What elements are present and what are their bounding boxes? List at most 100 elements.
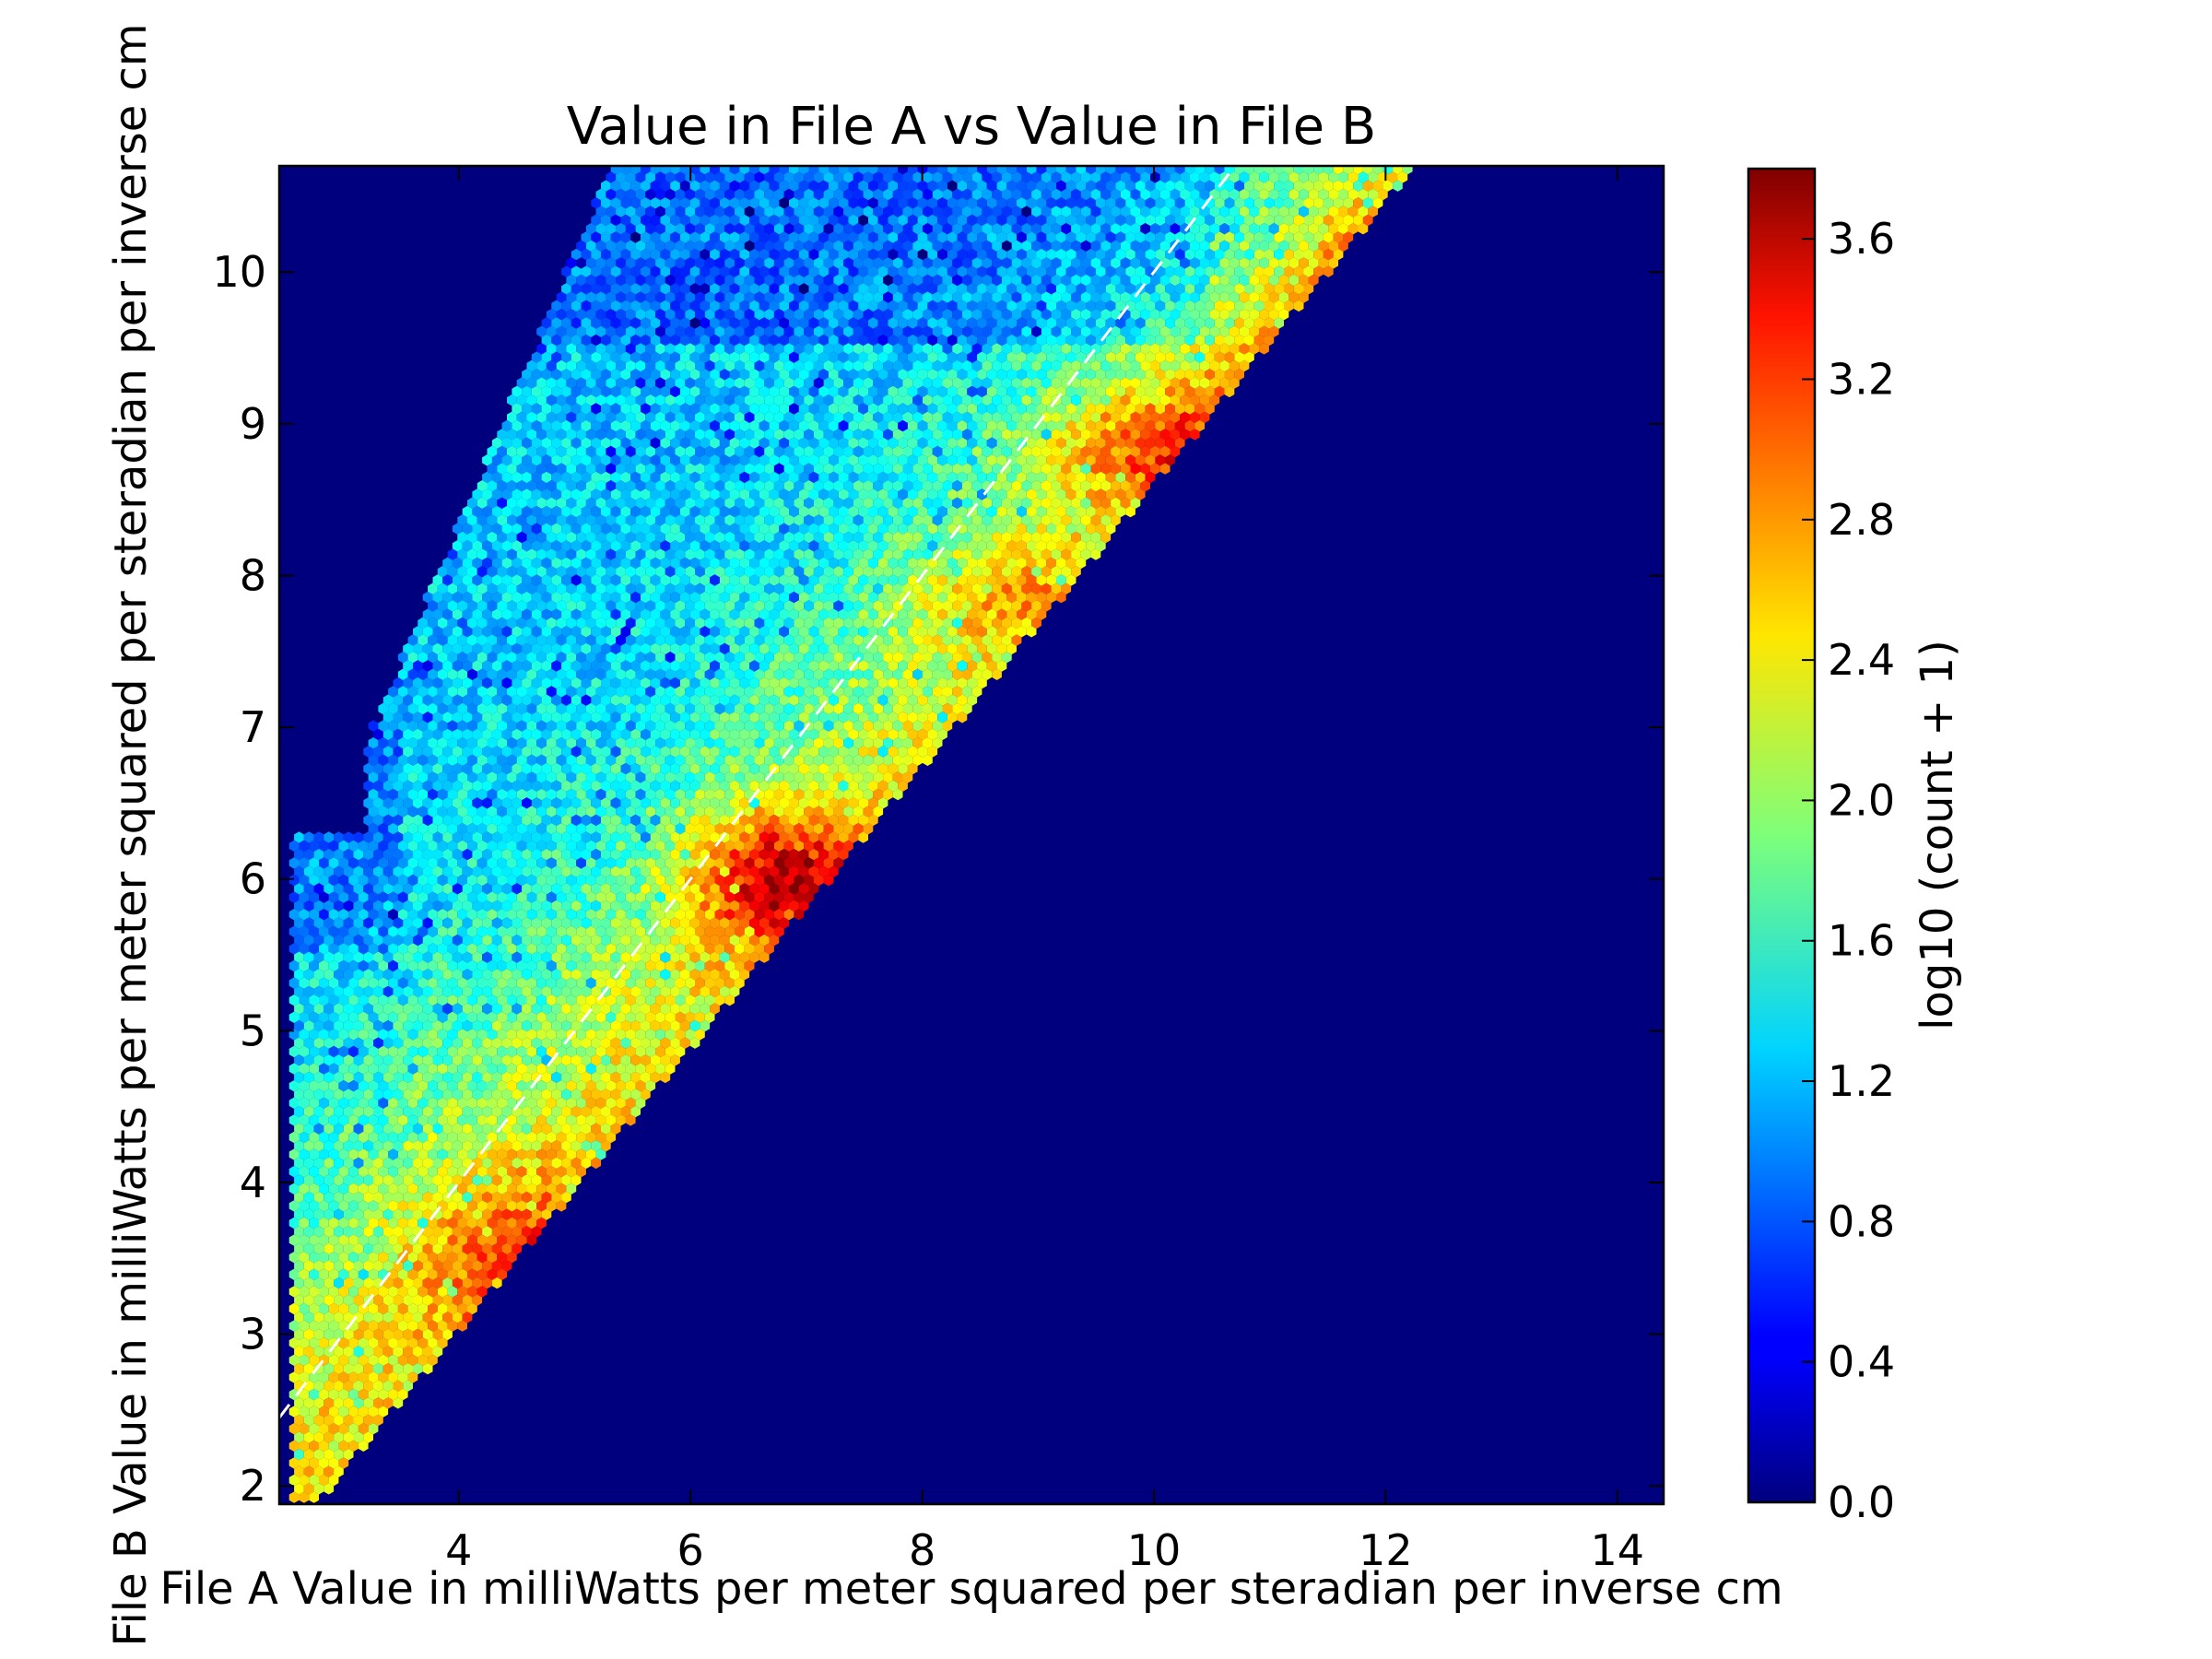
hex-cell (1046, 385, 1056, 398)
hex-cell (1105, 334, 1116, 347)
hex-cell (907, 369, 918, 381)
hex-cell (883, 291, 893, 303)
hex-cell (1125, 300, 1135, 312)
hex-cell (794, 343, 805, 355)
hex-cell (655, 257, 665, 269)
hex-cell (1299, 291, 1309, 303)
hex-cell (630, 166, 641, 175)
hex-cell (1056, 369, 1066, 381)
hex-cell (1090, 223, 1101, 235)
hex-cell (937, 166, 947, 175)
hex-cell (888, 385, 899, 398)
hex-cell (1150, 274, 1160, 287)
hex-cell (616, 394, 626, 406)
hex-cell (1041, 240, 1052, 252)
hex-cell (769, 317, 780, 329)
hex-cell (685, 343, 695, 355)
hex-cell (848, 180, 859, 192)
hex-cell (1219, 188, 1230, 201)
hex-cell (1071, 309, 1081, 321)
hex-cell (531, 351, 542, 363)
hex-cell (967, 166, 978, 175)
hex-cell (1046, 197, 1056, 209)
hex-cell (735, 359, 745, 372)
hex-cell (1170, 188, 1181, 201)
hex-cell (853, 291, 864, 303)
hex-cell (1174, 385, 1185, 398)
hex-cell (1293, 214, 1304, 227)
hex-cell (769, 197, 780, 209)
hex-cell (1130, 223, 1141, 235)
hex-cell (1145, 283, 1156, 295)
hex-cell (1199, 309, 1210, 321)
hex-cell (655, 206, 665, 218)
hex-cell (710, 214, 720, 227)
hex-cell (1244, 283, 1254, 295)
hex-cell (754, 257, 765, 269)
hex-cell (1051, 257, 1062, 269)
hex-cell (863, 377, 874, 389)
hex-cell (1051, 188, 1062, 201)
hex-cell (1056, 231, 1066, 243)
hex-cell (1090, 257, 1101, 269)
hex-cell (823, 377, 834, 389)
hex-cell (883, 206, 893, 218)
hex-cell (898, 231, 908, 243)
hex-cell (932, 377, 943, 389)
hex-cell (823, 309, 834, 321)
hex-cell (625, 291, 636, 303)
hex-cell (1155, 214, 1166, 227)
hex-cell (883, 171, 893, 183)
hex-cell (1130, 359, 1141, 372)
hex-cell (917, 197, 928, 209)
hex-cell (1145, 166, 1156, 175)
hex-cell (829, 180, 839, 192)
hex-cell (818, 180, 829, 192)
hex-cell (848, 197, 859, 209)
hex-cell (888, 283, 899, 295)
hex-cell (1056, 351, 1066, 363)
hex-cell (1159, 257, 1171, 269)
hex-cell (992, 291, 1002, 303)
hex-cell (650, 369, 661, 381)
hex-cell (1111, 257, 1121, 269)
hex-cell (877, 248, 888, 261)
hex-cell (1333, 166, 1344, 175)
hex-cell (1086, 197, 1096, 209)
hex-cell (937, 334, 947, 347)
hex-cell (1001, 206, 1012, 218)
hex-cell (1219, 309, 1230, 321)
hex-cell (749, 351, 759, 363)
hex-cell (620, 231, 631, 243)
hex-cell (1274, 180, 1284, 192)
hex-cell (675, 171, 686, 183)
hex-cell (650, 265, 661, 277)
hex-cell (1095, 283, 1106, 295)
hex-cell (1313, 231, 1324, 243)
hex-cell (1234, 334, 1244, 347)
hex-cell (641, 351, 651, 363)
hex-cell (1214, 317, 1225, 329)
hex-cell (1338, 223, 1348, 235)
hex-cell (769, 265, 780, 277)
hex-cell (843, 171, 853, 183)
hex-cell (877, 231, 888, 243)
hex-cell (1017, 283, 1027, 295)
hex-cell (838, 248, 849, 261)
hex-cell (977, 334, 987, 347)
hex-cell (606, 206, 617, 218)
hex-cell (873, 291, 884, 303)
hex-cell (616, 188, 626, 201)
hex-cell (536, 377, 547, 389)
hex-cell (1184, 334, 1195, 347)
hex-cell (1120, 240, 1131, 252)
hex-cell (749, 231, 759, 243)
hex-cell (759, 248, 770, 261)
hex-cell (620, 351, 631, 363)
hex-cell (1140, 206, 1150, 218)
hex-cell (576, 343, 586, 355)
hex-cell (863, 257, 874, 269)
hex-cell (764, 343, 774, 355)
hex-cell (660, 300, 671, 312)
hex-cell (829, 334, 839, 347)
